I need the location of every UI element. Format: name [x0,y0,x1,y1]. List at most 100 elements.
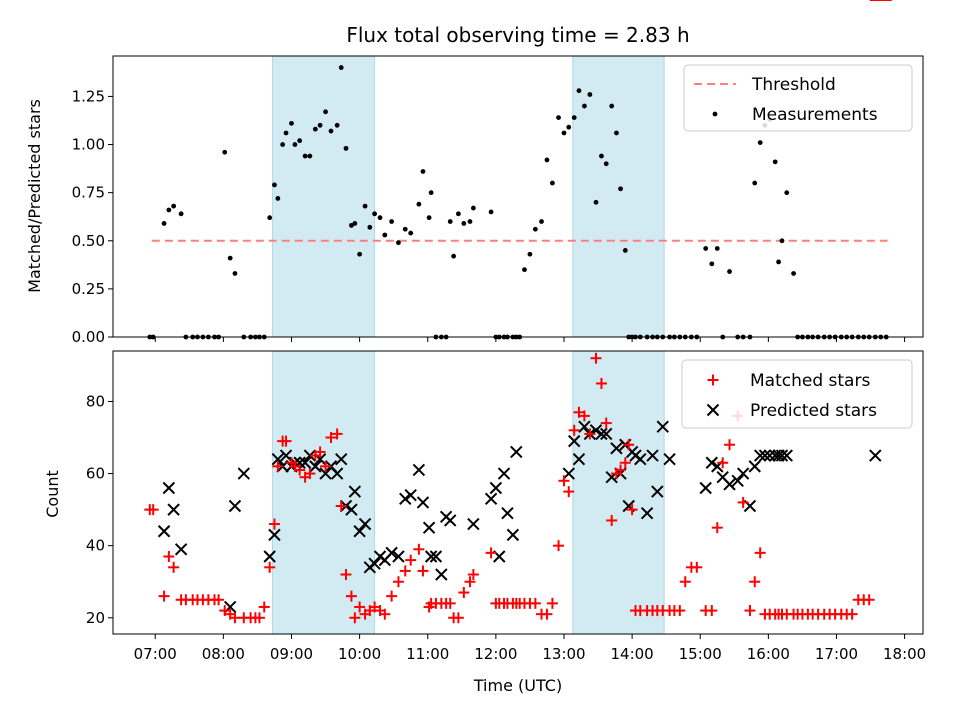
predicted-stroke [348,485,362,498]
predicted-stroke [330,467,344,480]
predicted-stroke [663,452,676,466]
predicted-point [330,467,344,480]
matched-point [314,446,326,458]
matched-point [405,554,417,566]
predicted-point [358,517,372,531]
measurement-point [593,199,599,205]
matched-point [268,518,280,530]
matched-point [294,464,306,476]
matched-point [600,417,612,429]
predicted-stroke [404,488,417,502]
predicted-stroke [763,449,776,462]
matched-point [674,605,686,617]
measurement-point [714,246,720,251]
measurement-point [622,247,628,253]
matched-point [354,601,366,613]
xtick-label: 12:00 [474,645,517,663]
predicted-stroke [435,568,448,581]
predicted-stroke [510,445,523,459]
measurement-point [338,65,344,70]
xtick-label: 16:00 [747,645,790,663]
legend-box [683,64,913,132]
predicted-stroke [501,507,514,520]
ytick-label: 80 [86,392,105,410]
measurement-point [532,226,538,232]
predicted-point [567,434,581,448]
predicted-stroke [279,449,293,462]
legend-box [681,359,913,429]
ytick-label: 0.25 [72,280,105,298]
matched-point [304,468,316,480]
predicted-point [429,550,443,563]
predicted-stroke [634,452,647,466]
predicted-point [174,543,188,556]
xtick-label: 10:00 [338,645,381,663]
measurement-point [275,196,281,201]
matched-point [168,561,180,573]
measurement-point [467,219,473,224]
predicted-stroke [731,474,744,487]
measurement-point [779,238,785,244]
predicted-stroke [444,514,457,527]
matched-point [272,460,284,472]
predicted-point [753,449,767,462]
predicted-stroke [753,449,767,462]
matched-point [578,410,590,422]
measurement-point [334,122,340,128]
predicted-point [497,467,511,480]
ytick-label: 0.00 [72,328,105,346]
matched-point [744,605,756,617]
predicted-point [758,449,772,462]
predicted-stroke [268,528,281,542]
matched-point [392,576,404,588]
measurement-point [171,203,177,209]
predicted-point [167,503,180,516]
predicted-stroke [567,434,581,448]
measurement-point [470,205,476,211]
matched-point [452,612,464,624]
predicted-stroke [162,481,176,495]
measurement-point [178,211,184,217]
predicted-point [268,528,281,542]
matched-point [253,612,265,624]
predicted-point [572,452,586,466]
matched-point [606,514,618,526]
predicted-stroke [622,499,635,513]
measurement-point [222,149,228,155]
xtick-label: 09:00 [270,645,313,663]
predicted-stroke [353,525,366,538]
predicted-stroke [368,557,381,570]
measurement-point [776,259,781,265]
shaded-interval-1 [271,350,376,635]
measurement-point [614,130,619,136]
measurement-point [772,159,778,165]
measurement-point [323,109,328,115]
predicted-point [345,503,358,516]
matched-point [590,352,602,364]
predicted-stroke [422,521,436,534]
predicted-stroke [237,467,251,480]
measurement-point [757,140,763,146]
predicted-point [634,452,647,466]
predicted-point [780,449,793,462]
ytick-label: 60 [86,465,105,483]
xtick-label: 15:00 [679,645,722,663]
predicted-point [656,420,669,433]
measurement-point [550,180,555,186]
predicted-stroke [271,452,285,466]
matched-point [553,540,565,552]
predicted-stroke [228,499,242,513]
xtick-label: 08:00 [202,645,245,663]
predicted-stroke [640,507,654,520]
matched-point [158,590,170,602]
measurement-point [703,246,709,251]
predicted-stroke [319,467,332,480]
matched-point [163,550,175,562]
matched-point [320,460,332,472]
legend-measurement-swatch [712,111,718,117]
matched-point [619,457,631,469]
predicted-stroke [775,449,789,462]
predicted-point [489,481,503,495]
predicted-stroke [748,460,761,473]
predicted-stroke [572,452,586,466]
